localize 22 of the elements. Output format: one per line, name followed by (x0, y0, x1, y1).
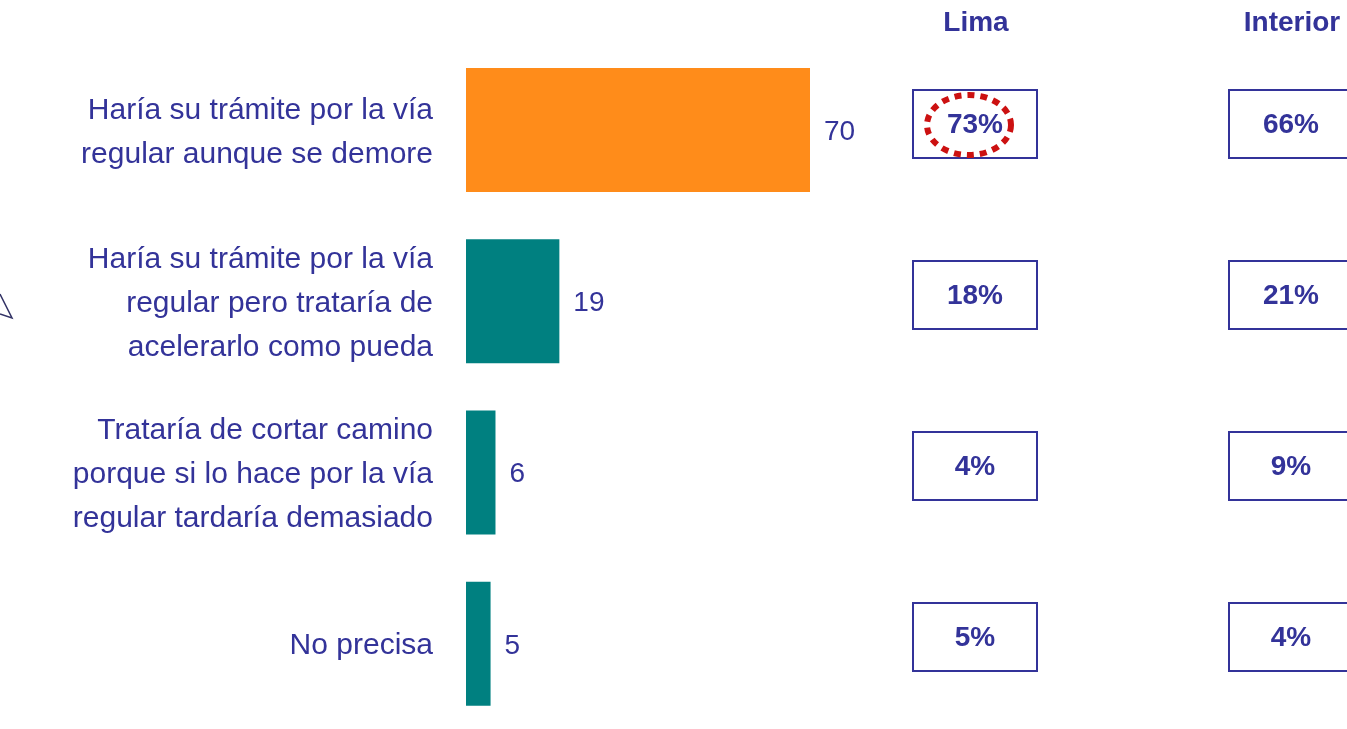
data-label: 6 (509, 457, 526, 489)
y-tick-label: No precisa (289, 626, 434, 660)
text: 66% (1262, 107, 1320, 140)
text: Lima (942, 6, 1010, 38)
text: 5% (954, 621, 996, 654)
text: 9% (1270, 450, 1312, 483)
bar (466, 581, 491, 706)
bar (466, 239, 560, 364)
text: 73% (946, 107, 1004, 140)
data-label: 19 (573, 286, 605, 318)
text: 18% (946, 278, 1004, 311)
text: Interior (1242, 6, 1342, 38)
text: 4% (954, 450, 996, 483)
text: 21% (1262, 278, 1320, 311)
text: 4% (1270, 621, 1312, 654)
y-tick-label: Haría su trámite por la vía regular pero trataría de acelerarlo como pueda (87, 240, 434, 362)
bar (466, 68, 810, 192)
data-label: 5 (504, 628, 521, 660)
y-tick-label: Trataría de cortar camino porque si lo hace por la vía regular tardaría demasiado (72, 411, 434, 533)
data-label: 70 (824, 114, 856, 146)
bar (466, 410, 496, 535)
y-tick-label: Haría su trámite por la vía regular aunque se demore (81, 91, 434, 169)
